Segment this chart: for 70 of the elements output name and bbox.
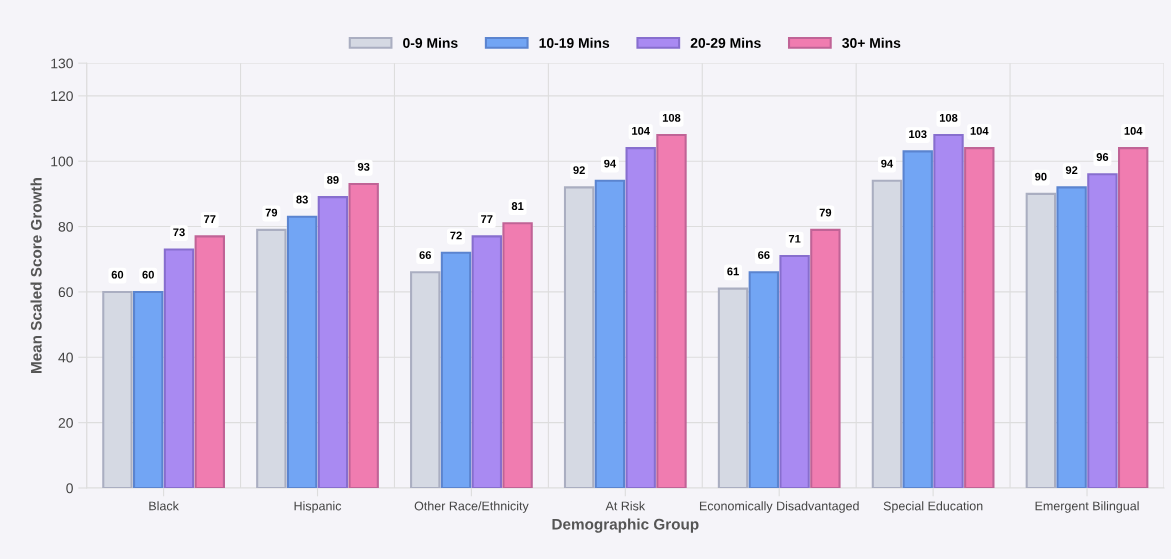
data-label: 79 [265,208,278,217]
legend-label: 20-29 Mins [690,37,761,48]
x-axis-title: Demographic Group [552,518,699,533]
data-label: 108 [939,113,958,122]
data-label: 94 [881,159,894,168]
legend-label: 10-19 Mins [539,37,610,48]
data-label: 66 [758,251,770,260]
bar [1087,173,1118,489]
data-label: 90 [1035,172,1047,181]
x-tick-label: Other Race/Ethnicity [414,501,529,513]
x-tick-label: Emergent Bilingual [1035,501,1139,513]
y-tick-label: 60 [58,287,73,298]
bar [1117,147,1149,489]
bar [625,147,656,489]
data-label: 108 [662,113,681,122]
legend-label: 30+ Mins [842,37,901,48]
data-label: 89 [327,175,339,184]
data-label: 61 [727,267,739,276]
data-label: 83 [296,195,308,204]
data-label: 60 [142,270,154,279]
bar [902,150,933,489]
bar [194,235,225,489]
bar [656,134,687,489]
bar [317,196,349,489]
y-tick-label: 0 [66,483,73,494]
data-label: 71 [788,234,801,243]
y-tick-label: 80 [58,221,73,232]
y-tick-label: 40 [58,352,73,363]
bar [779,254,810,489]
y-tick-label: 20 [58,417,73,428]
bar [286,215,318,489]
data-label: 77 [481,215,493,223]
bar [1056,186,1087,489]
legend-label: 0-9 Mins [403,37,458,48]
data-label: 72 [450,231,462,240]
bar [133,290,164,489]
data-label: 77 [204,215,216,223]
bar [163,248,195,489]
bar [502,222,533,489]
data-label: 92 [573,166,585,175]
bar [594,179,626,489]
bar [348,183,379,489]
bar [471,235,502,489]
data-label: 79 [819,208,832,217]
y-tick-label: 100 [51,156,73,167]
bar [748,271,780,489]
data-label: 93 [357,162,370,171]
x-tick-label: Black [149,501,179,511]
bar [440,251,472,489]
bar [964,147,995,489]
x-tick-label: Economically Disadvantaged [699,501,859,513]
data-label: 81 [511,202,524,210]
bar [933,134,964,489]
data-label: 92 [1065,166,1078,175]
data-label: 103 [909,130,927,139]
x-tick-label: At Risk [605,501,646,511]
y-tick-label: 120 [51,91,73,102]
data-label: 73 [173,228,185,237]
data-label: 104 [1124,126,1143,135]
x-tick-label: Special Education [883,501,983,513]
y-tick-label: 130 [51,58,73,69]
data-label: 104 [632,126,650,135]
data-label: 96 [1096,153,1109,161]
bar [810,228,841,489]
data-label: 104 [970,126,989,135]
y-axis-title: Mean Scaled Score Growth [30,178,42,374]
data-label: 94 [604,159,617,168]
data-label: 60 [111,270,124,279]
x-tick-label: Hispanic [294,501,342,513]
data-label: 66 [419,251,432,260]
